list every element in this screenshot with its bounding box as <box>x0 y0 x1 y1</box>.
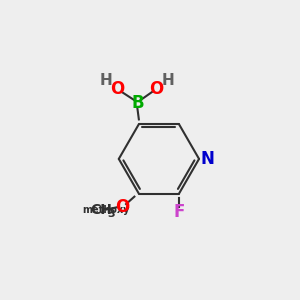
Text: O: O <box>110 80 124 98</box>
Text: CH: CH <box>91 203 112 217</box>
Text: B: B <box>131 94 144 112</box>
Text: 3: 3 <box>108 209 115 219</box>
Text: methoxy: methoxy <box>82 205 130 215</box>
Text: H: H <box>100 73 112 88</box>
Text: N: N <box>200 150 214 168</box>
Text: H: H <box>162 73 174 88</box>
Text: O: O <box>116 198 130 216</box>
Text: F: F <box>173 203 185 221</box>
Text: O: O <box>150 80 164 98</box>
